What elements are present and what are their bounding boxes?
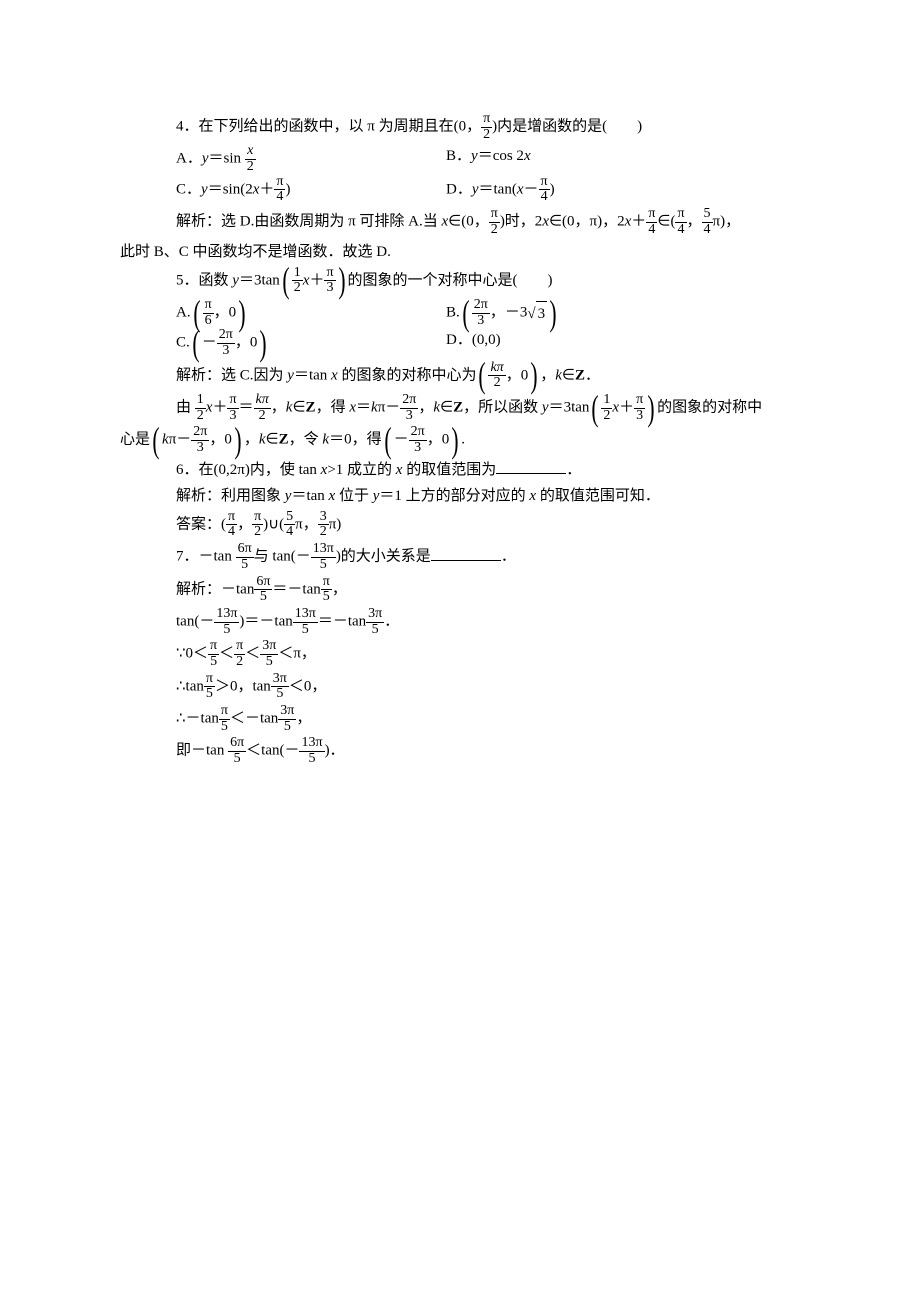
- q6-sol: 解析：利用图象 y＝tan x 位于 y＝1 上方的部分对应的 x 的取值范围可…: [120, 484, 800, 508]
- q5-sol-l1: 解析：选 C.因为 y＝tan x 的图象的对称中心为(kπ2，0)，k∈Z．: [120, 361, 800, 391]
- q7-l5: ∴－tanπ5＜－tan3π5，: [120, 704, 800, 734]
- q7-l6: 即－tan 6π5＜tan(－13π5)．: [120, 736, 800, 766]
- q5-stem: 5．函数 y＝3tan(12x＋π3)的图象的一个对称中心是( ): [120, 266, 800, 296]
- q6-answer: 答案：(π4，π2)∪(54π，32π): [120, 510, 800, 540]
- q4-solution-l1: 解析：选 D.由函数周期为 π 可排除 A.当 x∈(0，π2)时，2x∈(0，…: [120, 207, 800, 237]
- q6-stem: 6．在(0,2π)内，使 tan x>1 成立的 x 的取值范围为．: [120, 458, 800, 482]
- q4-stem: 4．在下列给出的函数中，以 π 为周期且在(0，π2)内是增函数的是( ): [120, 112, 800, 142]
- q4-solution-l2: 此时 B、C 中函数均不是增函数．故选 D.: [120, 240, 800, 264]
- q7-l2: tan(－13π5)＝－tan13π5＝－tan3π5．: [120, 607, 800, 637]
- q7-l1: 解析：－tan6π5＝－tanπ5，: [120, 575, 800, 605]
- q7-l4: ∴tanπ5＞0，tan3π5＜0，: [120, 672, 800, 702]
- q5-sol-l2: 由 12x＋π3＝kπ2，k∈Z，得 x＝kπ－2π3，k∈Z，所以函数 y＝3…: [120, 393, 800, 423]
- q4-row-cd: C．y＝sin(2x＋π4) D．y＝tan(x－π4): [120, 175, 800, 205]
- q7-stem: 7．－tan 6π5与 tan(－13π5)的大小关系是．: [120, 542, 800, 572]
- q5-row-ab: A.(π6，0) B.(2π3，－3√3): [120, 298, 800, 328]
- q7-l3: ∵0＜π5＜π2＜3π5＜π，: [120, 639, 800, 669]
- q5-row-cd: C.(－2π3，0) D．(0,0): [120, 328, 800, 358]
- q5-sol-l3: 心是(kπ－2π3，0)，k∈Z，令 k＝0，得(－2π3，0).: [120, 425, 800, 455]
- q4-row-ab: A．y＝sin x2 B．y＝cos 2x: [120, 144, 800, 174]
